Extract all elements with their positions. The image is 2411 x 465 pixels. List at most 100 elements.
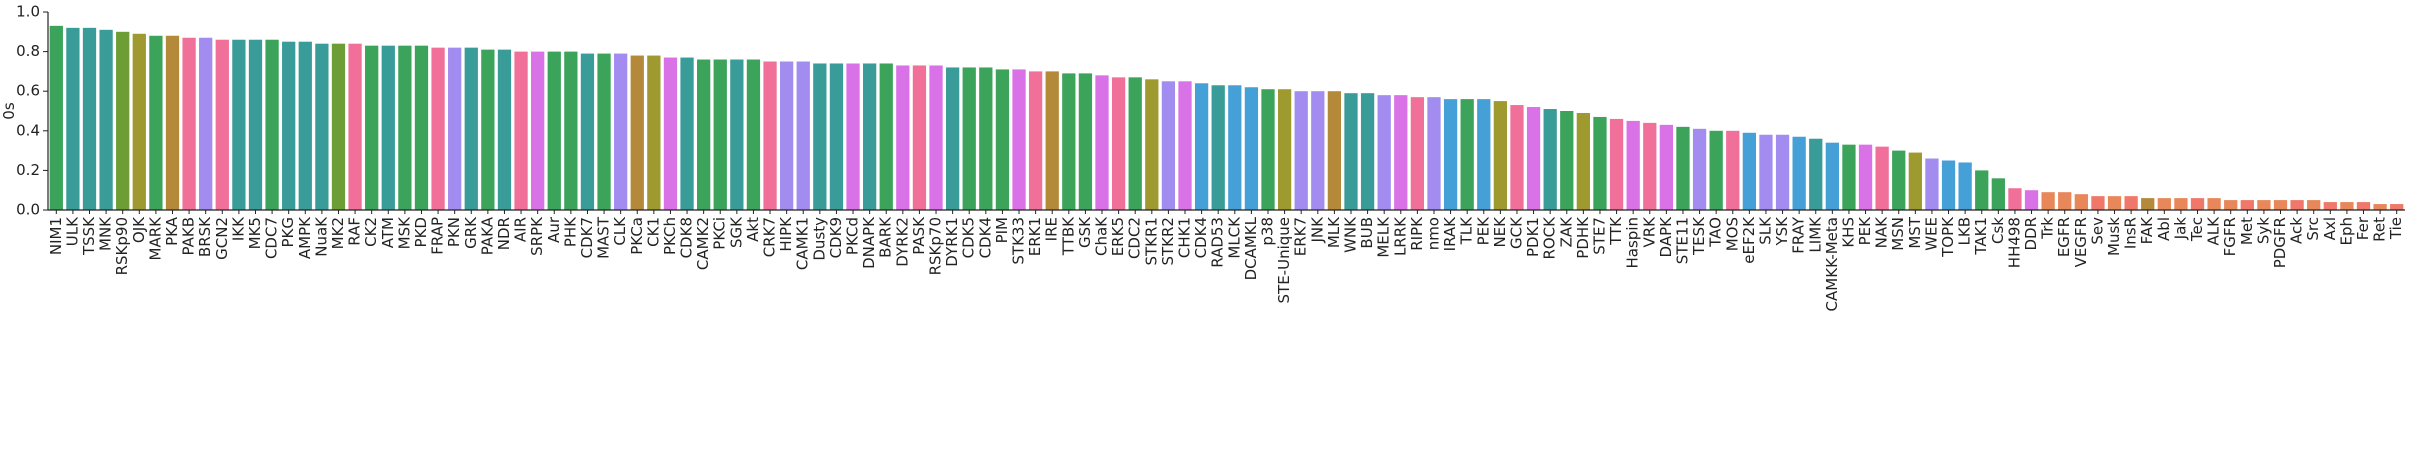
bar <box>282 41 296 211</box>
bar <box>746 59 761 210</box>
x-tick-label: AMPK <box>296 216 314 259</box>
bar <box>1078 73 1093 210</box>
bar <box>1062 73 1076 210</box>
bar <box>779 61 794 210</box>
x-tick-label: FRAP <box>429 217 447 255</box>
y-tick-label: 1.0 <box>16 3 40 21</box>
bar <box>2124 196 2138 210</box>
bar <box>1908 152 1922 210</box>
bar <box>215 39 229 210</box>
bar <box>1460 99 1474 210</box>
x-tick-label: PIM <box>993 217 1011 243</box>
x-tick-label: RSKp90 <box>113 217 131 275</box>
bar <box>464 47 478 210</box>
bar <box>730 59 744 210</box>
bar <box>165 35 180 211</box>
bar <box>1360 93 1375 210</box>
y-tick-label: 0.6 <box>16 82 40 100</box>
x-tick-label: GCK <box>1507 216 1525 249</box>
bar <box>2307 200 2321 210</box>
x-tick-label: OJK <box>130 216 148 243</box>
bar <box>879 63 893 211</box>
x-tick-label: Met <box>2238 217 2256 245</box>
bar <box>381 45 395 210</box>
bar <box>99 29 113 210</box>
bar <box>846 63 860 211</box>
x-tick-label: PASK <box>910 216 928 255</box>
bar <box>232 39 246 210</box>
bar <box>248 39 263 210</box>
bar <box>531 51 545 210</box>
x-tick-label: TTK <box>1607 216 1625 246</box>
bar <box>1294 91 1308 210</box>
bar <box>1327 91 1342 210</box>
bar <box>2141 198 2155 210</box>
x-tick-label: DCAMKL <box>1242 216 1260 280</box>
x-tick-label: DNAPK <box>860 216 878 269</box>
bar <box>2356 202 2371 210</box>
x-tick-label: SRPK <box>528 216 546 256</box>
bar <box>614 53 628 210</box>
bar <box>2074 194 2088 210</box>
bar <box>1875 146 1889 210</box>
x-tick-label: ERK5 <box>1109 217 1127 256</box>
x-tick-label: Jak <box>2171 217 2189 241</box>
x-tick-label: AIR <box>512 217 530 242</box>
x-tick-label: GRK <box>462 216 480 249</box>
bar <box>1012 69 1026 210</box>
x-tick-label: PKCa <box>628 217 646 255</box>
x-tick-label: MST <box>1906 216 1924 248</box>
x-tick-label: CHK1 <box>1176 217 1194 258</box>
bar <box>49 25 63 210</box>
bar <box>1692 128 1707 210</box>
bar <box>1659 124 1674 210</box>
bar <box>1576 112 1591 210</box>
bar <box>1858 144 1873 210</box>
x-tick-label: DDR <box>2022 217 2040 251</box>
bar <box>2323 202 2337 210</box>
bar <box>132 33 146 210</box>
x-tick-label: Haspin <box>1624 217 1642 268</box>
bar <box>1344 93 1358 210</box>
x-tick-label: MELK <box>1375 216 1393 258</box>
x-tick-label: TAO <box>1707 217 1725 248</box>
x-tick-label: GCN2 <box>213 217 231 260</box>
x-tick-label: Syk <box>2254 217 2272 244</box>
bar <box>1493 101 1508 210</box>
x-tick-label: RIPK <box>1408 216 1426 251</box>
bar <box>1742 132 1756 210</box>
bar <box>1261 89 1275 210</box>
x-tick-label: Axl <box>2321 217 2339 240</box>
bar <box>697 59 711 210</box>
bar <box>1560 111 1574 210</box>
bar <box>1211 85 1225 210</box>
bar <box>2190 198 2205 210</box>
bar <box>1045 71 1059 211</box>
bar <box>2340 202 2354 210</box>
bar <box>2157 198 2171 210</box>
x-tick-label: CDC7 <box>263 217 281 259</box>
bar <box>116 31 130 210</box>
x-tick-label: Akt <box>744 217 762 242</box>
bar <box>2008 188 2022 210</box>
x-tick-label: MARK <box>146 216 164 261</box>
bar <box>995 69 1010 210</box>
x-tick-label: CDK9 <box>827 217 845 258</box>
x-tick-label: TESK <box>1690 216 1708 256</box>
bar <box>1842 144 1856 210</box>
bar <box>1991 178 2005 210</box>
bar <box>2091 196 2105 210</box>
x-tick-label: KHS <box>1839 217 1857 248</box>
bar <box>564 51 578 210</box>
x-tick-label: FAK <box>2138 216 2156 245</box>
x-tick-label: VEGFR <box>2072 217 2090 267</box>
bar <box>1244 87 1259 210</box>
bar <box>2224 200 2238 210</box>
x-tick-label: CLK <box>611 216 629 246</box>
bar <box>1526 107 1541 210</box>
bar <box>1028 71 1043 211</box>
bar <box>1609 118 1624 210</box>
x-tick-label: Fer <box>2354 216 2372 240</box>
x-tick-label: CK1 <box>644 217 662 247</box>
x-tick-label: ZAK <box>1557 216 1575 248</box>
